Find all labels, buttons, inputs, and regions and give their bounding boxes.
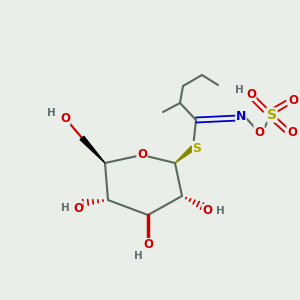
Polygon shape [175,146,195,163]
Text: O: O [137,148,147,161]
Text: H: H [61,203,69,213]
Text: N: N [236,110,246,122]
Text: H: H [46,108,56,118]
Text: O: O [288,94,298,107]
Text: S: S [267,108,277,122]
Text: H: H [235,85,243,95]
Text: O: O [246,88,256,100]
Text: O: O [60,112,70,124]
Text: H: H [216,206,224,216]
Text: O: O [287,125,297,139]
Text: O: O [143,238,153,251]
Text: H: H [134,251,142,261]
Text: O: O [202,205,212,218]
Text: S: S [193,142,202,154]
Text: O: O [254,125,264,139]
Text: O: O [73,202,83,214]
Polygon shape [80,136,105,163]
